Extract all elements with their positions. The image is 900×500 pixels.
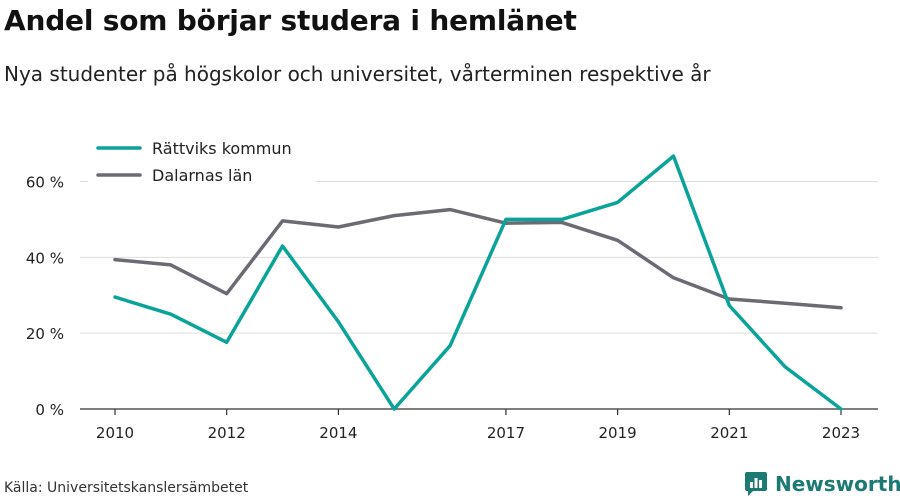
x-tick-label: 2017 — [487, 424, 525, 442]
data-point — [560, 221, 563, 224]
series-rattviks-kommun — [113, 154, 843, 411]
x-tick-label: 2019 — [599, 424, 637, 442]
data-point — [672, 154, 675, 157]
legend: Rättviks kommun Dalarnas län — [88, 130, 316, 186]
x-tick-label: 2012 — [208, 424, 246, 442]
source-note: Källa: Universitetskanslersämbetet — [4, 480, 249, 496]
bar-chart-speech-bubble-icon — [745, 472, 767, 496]
x-tick-label: 2010 — [96, 424, 134, 442]
data-point — [337, 320, 340, 323]
series-dalarnas-lan — [113, 207, 843, 310]
data-point — [672, 276, 675, 279]
data-point — [169, 263, 172, 266]
data-point — [728, 304, 731, 307]
data-point — [784, 365, 787, 368]
data-point — [225, 341, 228, 344]
series-line — [113, 154, 843, 411]
data-point — [225, 292, 228, 295]
series-line — [113, 207, 843, 310]
x-tick-label: 2021 — [710, 424, 748, 442]
y-tick-label: 60 % — [26, 174, 64, 192]
data-point — [337, 225, 340, 228]
data-point — [281, 244, 284, 247]
data-point — [839, 407, 842, 410]
x-tick-label: 2023 — [822, 424, 860, 442]
data-point — [784, 302, 787, 305]
data-point — [393, 407, 396, 410]
data-point — [448, 208, 451, 211]
data-point — [616, 239, 619, 242]
chart-subtitle: Nya studenter på högskolor och universit… — [4, 62, 711, 86]
y-tick-label: 40 % — [26, 249, 64, 267]
data-point — [839, 306, 842, 309]
y-tick-label: 0 % — [35, 401, 64, 419]
data-point — [113, 296, 116, 299]
line-chart: 0 %20 %40 %60 %2010 2012 2014 2017 2019 2021 2… — [25, 130, 878, 442]
x-tick-label: 2014 — [319, 424, 357, 442]
x-tick-labels: 2010 2012 2014 2017 2019 2021 2023 — [96, 424, 860, 442]
data-point — [448, 344, 451, 347]
chart-title: Andel som börjar studera i hemlänet — [4, 4, 577, 37]
brand-name: Newsworthy — [775, 472, 900, 496]
data-point — [560, 218, 563, 221]
legend-label: Rättviks kommun — [152, 139, 292, 158]
y-gridlines — [80, 181, 878, 334]
data-point — [504, 218, 507, 221]
data-point — [169, 313, 172, 316]
legend-label: Dalarnas län — [152, 166, 252, 185]
y-tick-labels: 0 % 20 % 40 % 60 % — [26, 174, 64, 420]
y-tick-label: 20 % — [26, 325, 64, 343]
x-ticks — [114, 409, 842, 415]
data-point — [113, 258, 116, 261]
data-point — [281, 219, 284, 222]
data-point — [616, 201, 619, 204]
data-point — [393, 214, 396, 217]
brand-logo[interactable]: Newsworthy — [744, 468, 900, 500]
